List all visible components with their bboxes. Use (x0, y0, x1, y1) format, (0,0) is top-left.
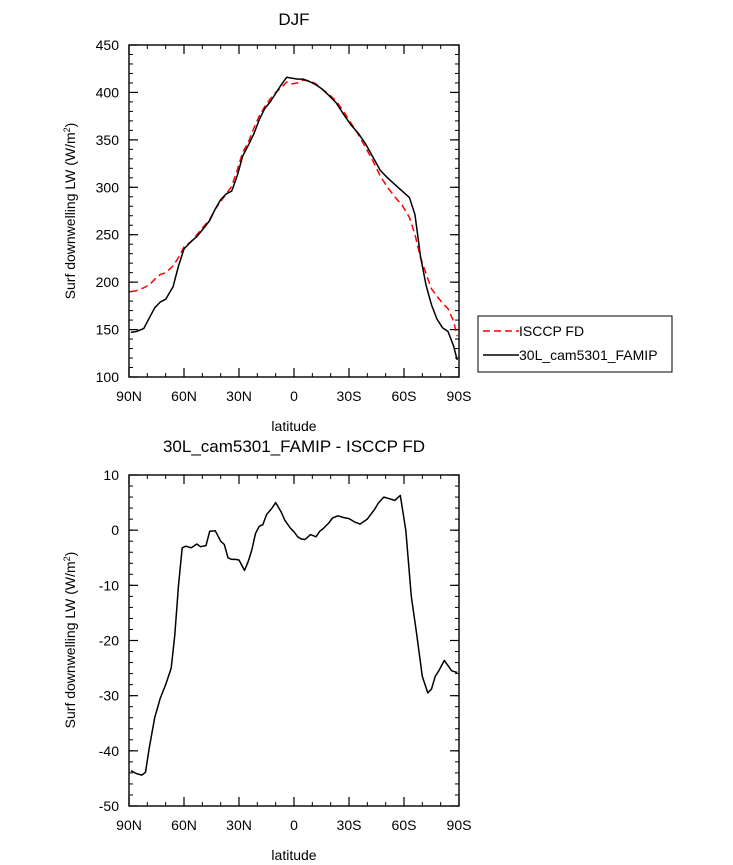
top-y-tick-label: 450 (96, 37, 120, 53)
bottom-y-tick-label: 0 (111, 522, 119, 538)
bottom-y-axis-label: Surf downwelling LW (W/m2) (62, 552, 78, 729)
bottom-y-axis-label-close: ) (62, 552, 78, 557)
bottom-x-axis-label: latitude (271, 847, 316, 863)
bottom-x-tick-label: 60N (171, 817, 197, 833)
bottom-x-tick-label: 30N (226, 817, 252, 833)
top-y-tick-label: 350 (96, 132, 120, 148)
top-panel: DJF latitude Surf downwelling LW (W/m2) … (62, 10, 673, 434)
bottom-x-tick-label: 60S (392, 817, 417, 833)
bottom-panel: 30L_cam5301_FAMIP - ISCCP FD latitude Su… (62, 437, 471, 863)
top-y-tick-label: 250 (96, 227, 120, 243)
legend-box (477, 315, 673, 373)
legend-label-famip: 30L_cam5301_FAMIP (519, 347, 658, 363)
bottom-y-axis-label-main: Surf downwelling LW (W/m (62, 561, 78, 728)
bottom-x-tick-label: 90S (447, 817, 472, 833)
bottom-x-tick-label: 0 (290, 817, 298, 833)
top-x-axis-label: latitude (271, 418, 316, 434)
bottom-y-axis-label-superscript: 2 (62, 556, 72, 561)
top-series-line-0 (130, 79, 458, 337)
bottom-x-tick-label: 90N (116, 817, 142, 833)
top-x-tick-label: 30S (337, 388, 362, 404)
top-x-tick-label: 0 (290, 388, 298, 404)
top-x-tick-label: 30N (226, 388, 252, 404)
bottom-y-tick-label: -10 (99, 577, 119, 593)
bottom-y-tick-label: -40 (99, 743, 119, 759)
bottom-x-tick-label: 30S (337, 817, 362, 833)
top-plot-frame (128, 44, 460, 378)
top-x-tick-label: 60N (171, 388, 197, 404)
top-y-tick-label: 100 (96, 369, 120, 385)
top-y-tick-label: 200 (96, 274, 120, 290)
bottom-series-line-0 (130, 494, 458, 776)
top-chart-title: DJF (278, 10, 309, 29)
bottom-y-tick-label: -30 (99, 688, 119, 704)
top-y-axis-label-superscript: 2 (62, 127, 72, 132)
top-x-tick-label: 90N (116, 388, 142, 404)
top-y-axis-label-close: ) (62, 123, 78, 128)
top-plot-area: 90N 60N 30N 0 30S 60S 90S 100 150 200 250 300 350 400… (96, 37, 472, 404)
top-y-tick-label: 400 (96, 84, 120, 100)
bottom-plot-area: 90N 60N 30N 0 30S 60S 90S -50 -40 -30 -20 -10 0 10 (99, 467, 472, 833)
top-y-tick-label: 150 (96, 322, 120, 338)
bottom-y-tick-label: 10 (103, 467, 119, 483)
top-y-axis-label: Surf downwelling LW (W/m2) (62, 123, 78, 300)
top-x-tick-label: 60S (392, 388, 417, 404)
bottom-y-tick-label: -50 (99, 798, 119, 814)
top-x-tick-label: 90S (447, 388, 472, 404)
bottom-chart-title: 30L_cam5301_FAMIP - ISCCP FD (163, 437, 425, 456)
legend: ISCCP FD 30L_cam5301_FAMIP (477, 315, 673, 373)
bottom-y-tick-label: -20 (99, 633, 119, 649)
bottom-plot-frame (128, 474, 460, 807)
top-y-axis-label-main: Surf downwelling LW (W/m (62, 132, 78, 299)
legend-label-isccp-fd: ISCCP FD (519, 323, 584, 339)
top-series-line-1 (130, 76, 458, 361)
top-y-tick-label: 300 (96, 179, 120, 195)
